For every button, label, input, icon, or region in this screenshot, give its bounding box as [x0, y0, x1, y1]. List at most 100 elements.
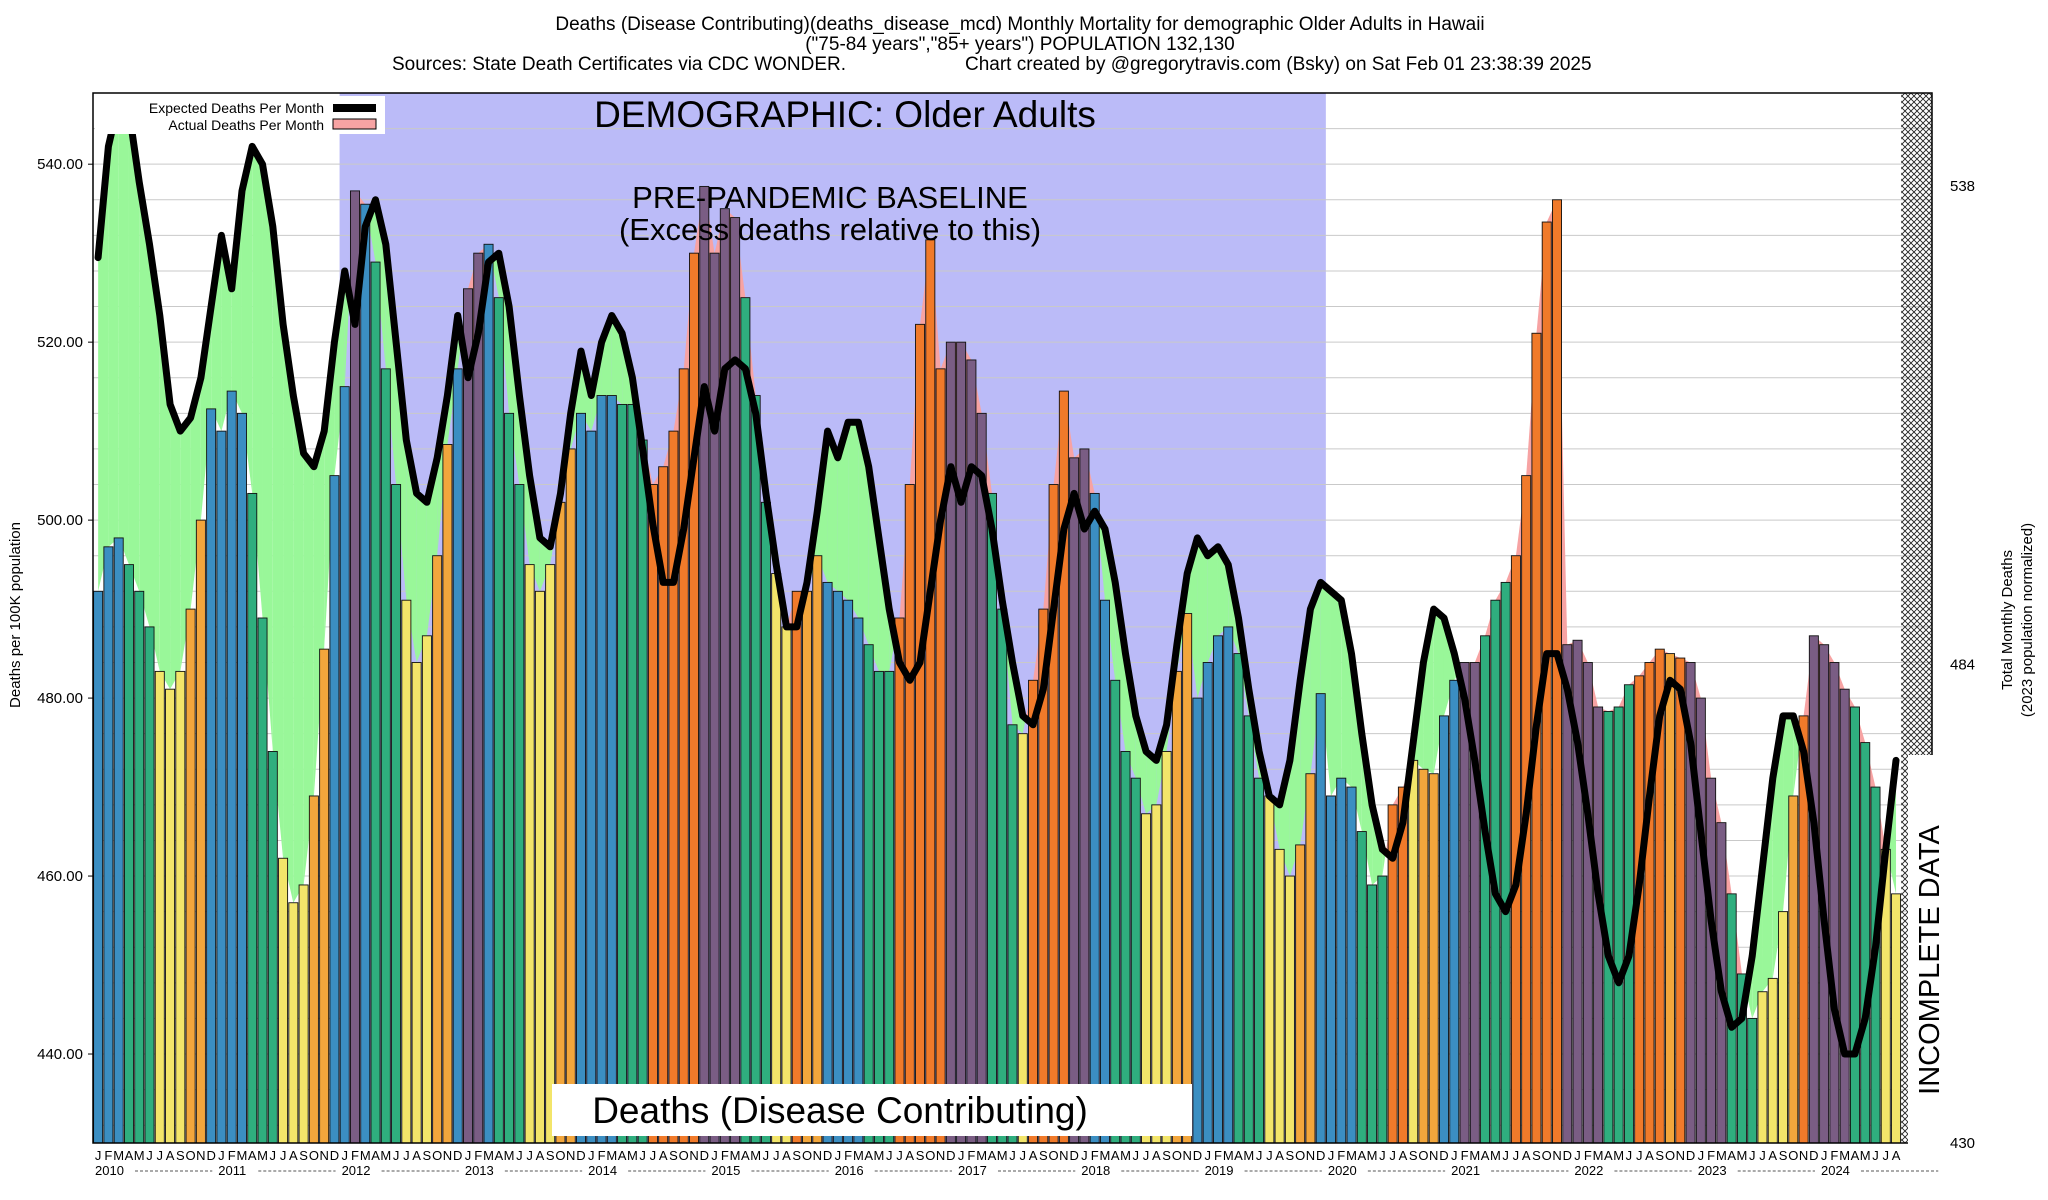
month-label: J [1133, 1148, 1140, 1163]
bar-2013-8 [534, 590, 545, 1144]
deficit-fill [262, 164, 273, 752]
month-label: S [669, 1148, 678, 1163]
year-label: 2016 [835, 1163, 864, 1178]
month-label: J [526, 1148, 533, 1163]
bar-2019-4 [1233, 653, 1244, 1144]
month-label: M [1839, 1148, 1850, 1163]
month-label: J [1009, 1148, 1016, 1163]
bar-2018-3 [1099, 599, 1110, 1144]
year-label: 2015 [711, 1163, 740, 1178]
month-label: J [1451, 1148, 1458, 1163]
bar-2019-12 [1315, 693, 1326, 1144]
bar-2016-1 [832, 590, 843, 1144]
month-label: N [689, 1148, 698, 1163]
bar-2012-7 [401, 599, 412, 1144]
month-label: J [1872, 1148, 1879, 1163]
month-label: J [763, 1148, 770, 1163]
month-label: N [1182, 1148, 1191, 1163]
deficit-fill [293, 395, 304, 903]
month-label: F [721, 1148, 729, 1163]
bar-2013-3 [483, 243, 494, 1144]
deficit-fill [159, 315, 171, 690]
month-label: A [1399, 1148, 1408, 1163]
bar-2019-9 [1284, 875, 1295, 1144]
bar-2012-10 [432, 555, 443, 1144]
y-tick-label: 500.00 [37, 512, 83, 529]
month-label: A [1851, 1148, 1860, 1163]
legend-swatch-actual [332, 118, 377, 130]
bar-2019-2 [1212, 635, 1223, 1144]
svg-text:INCOMPLETE DATA: INCOMPLETE DATA [1914, 825, 1946, 1095]
month-label: F [844, 1148, 852, 1163]
year-label: 2018 [1081, 1163, 1110, 1178]
deficit-fill [241, 146, 253, 494]
month-label: J [1204, 1148, 1211, 1163]
bar-2010-3 [113, 537, 124, 1144]
bar-2011-7 [278, 857, 289, 1144]
month-label: S [1039, 1148, 1048, 1163]
deficit-fill [1207, 546, 1218, 663]
month-label: D [823, 1148, 832, 1163]
month-label: O [1172, 1148, 1182, 1163]
bar-2010-2 [103, 546, 114, 1144]
y-axis-title-left: Deaths per 100K population [7, 522, 24, 708]
bar-2017-11 [1058, 390, 1069, 1144]
bar-2013-5 [504, 412, 515, 1144]
month-label: N [566, 1148, 575, 1163]
month-label: J [1513, 1148, 1520, 1163]
month-label: J [958, 1148, 965, 1163]
y-axis-title-right-line2: (2023 population normalized) [2019, 523, 2036, 717]
expected-deaths-line [94, 98, 1900, 1058]
month-label: A [166, 1148, 175, 1163]
month-label: F [1214, 1148, 1222, 1163]
deficit-fill [1320, 582, 1331, 796]
month-label: N [1676, 1148, 1685, 1163]
bar-2015-9 [791, 590, 802, 1144]
month-label: J [1328, 1148, 1335, 1163]
month-label: J [1389, 1148, 1396, 1163]
deficit-fill [868, 466, 879, 672]
bar-2014-9 [668, 430, 679, 1144]
deficit-fill [180, 417, 191, 672]
month-label: N [1059, 1148, 1068, 1163]
month-label: O [1788, 1148, 1798, 1163]
month-label: J [1636, 1148, 1643, 1163]
bar-2013-4 [493, 297, 504, 1144]
bar-2016-4 [863, 644, 874, 1144]
deficit-fill [1135, 715, 1147, 814]
month-label: F [1707, 1148, 1715, 1163]
bar-2020-4 [1356, 831, 1367, 1144]
month-label: A [289, 1148, 298, 1163]
month-label: J [886, 1148, 893, 1163]
deficit-fill [837, 422, 849, 601]
deficit-fill [1330, 591, 1342, 796]
bar-2012-8 [411, 662, 422, 1144]
month-label: M [1120, 1148, 1131, 1163]
deficit-fill [108, 101, 119, 547]
month-label: J [465, 1148, 472, 1163]
month-label: A [864, 1148, 873, 1163]
bar-2013-12 [576, 412, 586, 1144]
bar-2020-6 [1377, 875, 1388, 1144]
bar-2016-9 [915, 323, 926, 1144]
month-label: A [1029, 1148, 1038, 1163]
bar-2016-5 [873, 670, 884, 1144]
bar-2022-10 [1665, 653, 1676, 1144]
bar-2020-3 [1346, 786, 1357, 1144]
bar-2017-1 [956, 341, 967, 1144]
month-label: F [1830, 1148, 1838, 1163]
bar-2011-4 [247, 492, 258, 1144]
month-label: A [1152, 1148, 1161, 1163]
month-label: A [1604, 1148, 1613, 1163]
month-label: J [896, 1148, 903, 1163]
month-label: S [1286, 1148, 1295, 1163]
month-label: D [1563, 1148, 1572, 1163]
month-label: S [176, 1148, 185, 1163]
deficit-fill [539, 537, 551, 592]
bar-2023-1 [1695, 697, 1706, 1144]
bar-2013-11 [565, 448, 576, 1144]
month-label: J [516, 1148, 523, 1163]
year-label: 2013 [465, 1163, 494, 1178]
bar-2021-1 [1449, 679, 1460, 1144]
